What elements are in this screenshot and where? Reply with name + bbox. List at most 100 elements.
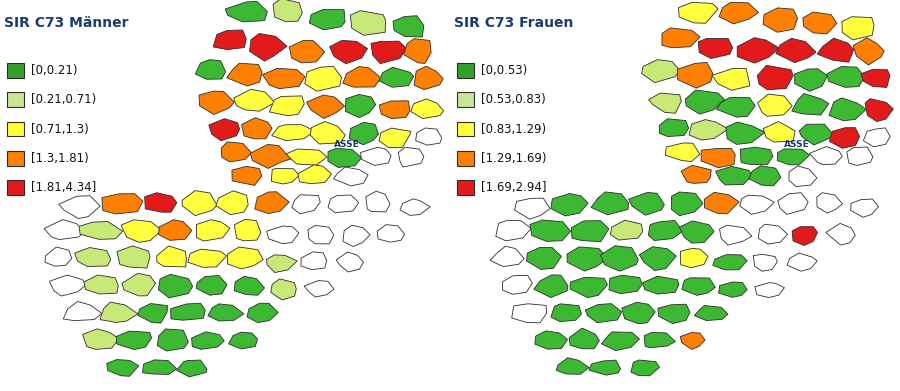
Polygon shape [713, 255, 747, 270]
Polygon shape [182, 190, 217, 215]
Polygon shape [600, 246, 638, 271]
Polygon shape [83, 329, 119, 350]
Polygon shape [512, 304, 546, 323]
Polygon shape [195, 59, 226, 79]
Polygon shape [551, 194, 589, 216]
Polygon shape [379, 128, 411, 147]
Polygon shape [145, 193, 177, 212]
FancyBboxPatch shape [7, 63, 23, 78]
Polygon shape [685, 90, 724, 114]
Polygon shape [631, 360, 660, 376]
Polygon shape [758, 94, 792, 116]
Polygon shape [188, 249, 227, 267]
Polygon shape [50, 275, 86, 296]
Polygon shape [567, 247, 608, 271]
Polygon shape [658, 304, 690, 324]
Polygon shape [662, 28, 700, 48]
Polygon shape [778, 193, 808, 214]
Polygon shape [121, 220, 161, 242]
Polygon shape [266, 226, 299, 244]
Polygon shape [208, 304, 244, 321]
Polygon shape [803, 12, 837, 34]
Polygon shape [585, 304, 622, 323]
Polygon shape [589, 360, 621, 375]
Polygon shape [250, 144, 291, 169]
Polygon shape [377, 225, 405, 242]
Polygon shape [298, 165, 331, 184]
Polygon shape [622, 302, 655, 324]
Polygon shape [678, 62, 713, 88]
Polygon shape [491, 246, 524, 267]
Polygon shape [681, 278, 716, 295]
Polygon shape [515, 198, 550, 219]
Polygon shape [643, 276, 679, 294]
Polygon shape [719, 225, 752, 245]
Polygon shape [610, 220, 643, 240]
Polygon shape [157, 246, 186, 267]
Polygon shape [644, 332, 676, 348]
Polygon shape [826, 223, 855, 245]
Polygon shape [712, 68, 750, 90]
FancyBboxPatch shape [7, 122, 23, 136]
Polygon shape [45, 247, 72, 266]
Text: [0,0.53): [0,0.53) [481, 64, 526, 77]
Polygon shape [343, 66, 381, 87]
Polygon shape [241, 118, 272, 139]
Text: [1.29,1.69): [1.29,1.69) [481, 152, 546, 165]
Polygon shape [361, 147, 391, 165]
Polygon shape [725, 122, 765, 144]
FancyBboxPatch shape [456, 63, 474, 78]
Polygon shape [795, 69, 827, 91]
Polygon shape [740, 195, 774, 214]
Polygon shape [694, 305, 728, 321]
Polygon shape [213, 30, 247, 50]
Polygon shape [138, 303, 167, 323]
Text: [1.69,2.94]: [1.69,2.94] [481, 181, 546, 194]
Polygon shape [705, 192, 739, 214]
Polygon shape [817, 193, 842, 213]
Polygon shape [778, 149, 810, 165]
Polygon shape [556, 358, 589, 374]
Polygon shape [234, 219, 261, 241]
Polygon shape [863, 128, 890, 147]
Text: [1.3,1.81): [1.3,1.81) [31, 152, 88, 165]
Polygon shape [716, 97, 755, 117]
Polygon shape [196, 220, 230, 241]
Polygon shape [701, 149, 735, 168]
Polygon shape [310, 10, 345, 30]
Polygon shape [759, 224, 788, 244]
Polygon shape [526, 248, 562, 269]
FancyBboxPatch shape [456, 122, 474, 136]
Polygon shape [328, 148, 362, 167]
Polygon shape [404, 39, 431, 63]
Polygon shape [209, 118, 239, 141]
Polygon shape [763, 122, 795, 142]
Polygon shape [117, 246, 150, 268]
Polygon shape [755, 283, 785, 298]
Polygon shape [379, 101, 410, 119]
Polygon shape [216, 191, 248, 215]
Polygon shape [689, 120, 728, 140]
Polygon shape [199, 91, 234, 115]
Polygon shape [102, 194, 143, 214]
Polygon shape [628, 192, 664, 215]
Polygon shape [336, 252, 364, 272]
Polygon shape [371, 41, 406, 64]
Polygon shape [328, 195, 359, 213]
Polygon shape [679, 2, 718, 23]
Polygon shape [393, 16, 424, 37]
Polygon shape [660, 119, 688, 136]
Polygon shape [649, 93, 681, 113]
Polygon shape [310, 122, 346, 144]
Polygon shape [639, 247, 676, 271]
Polygon shape [400, 199, 430, 215]
Polygon shape [232, 166, 262, 185]
Polygon shape [75, 248, 111, 267]
Polygon shape [530, 220, 571, 241]
Polygon shape [79, 222, 122, 239]
Polygon shape [196, 276, 227, 295]
Polygon shape [289, 40, 325, 63]
Polygon shape [827, 66, 865, 87]
Polygon shape [304, 281, 334, 297]
Polygon shape [227, 63, 262, 86]
